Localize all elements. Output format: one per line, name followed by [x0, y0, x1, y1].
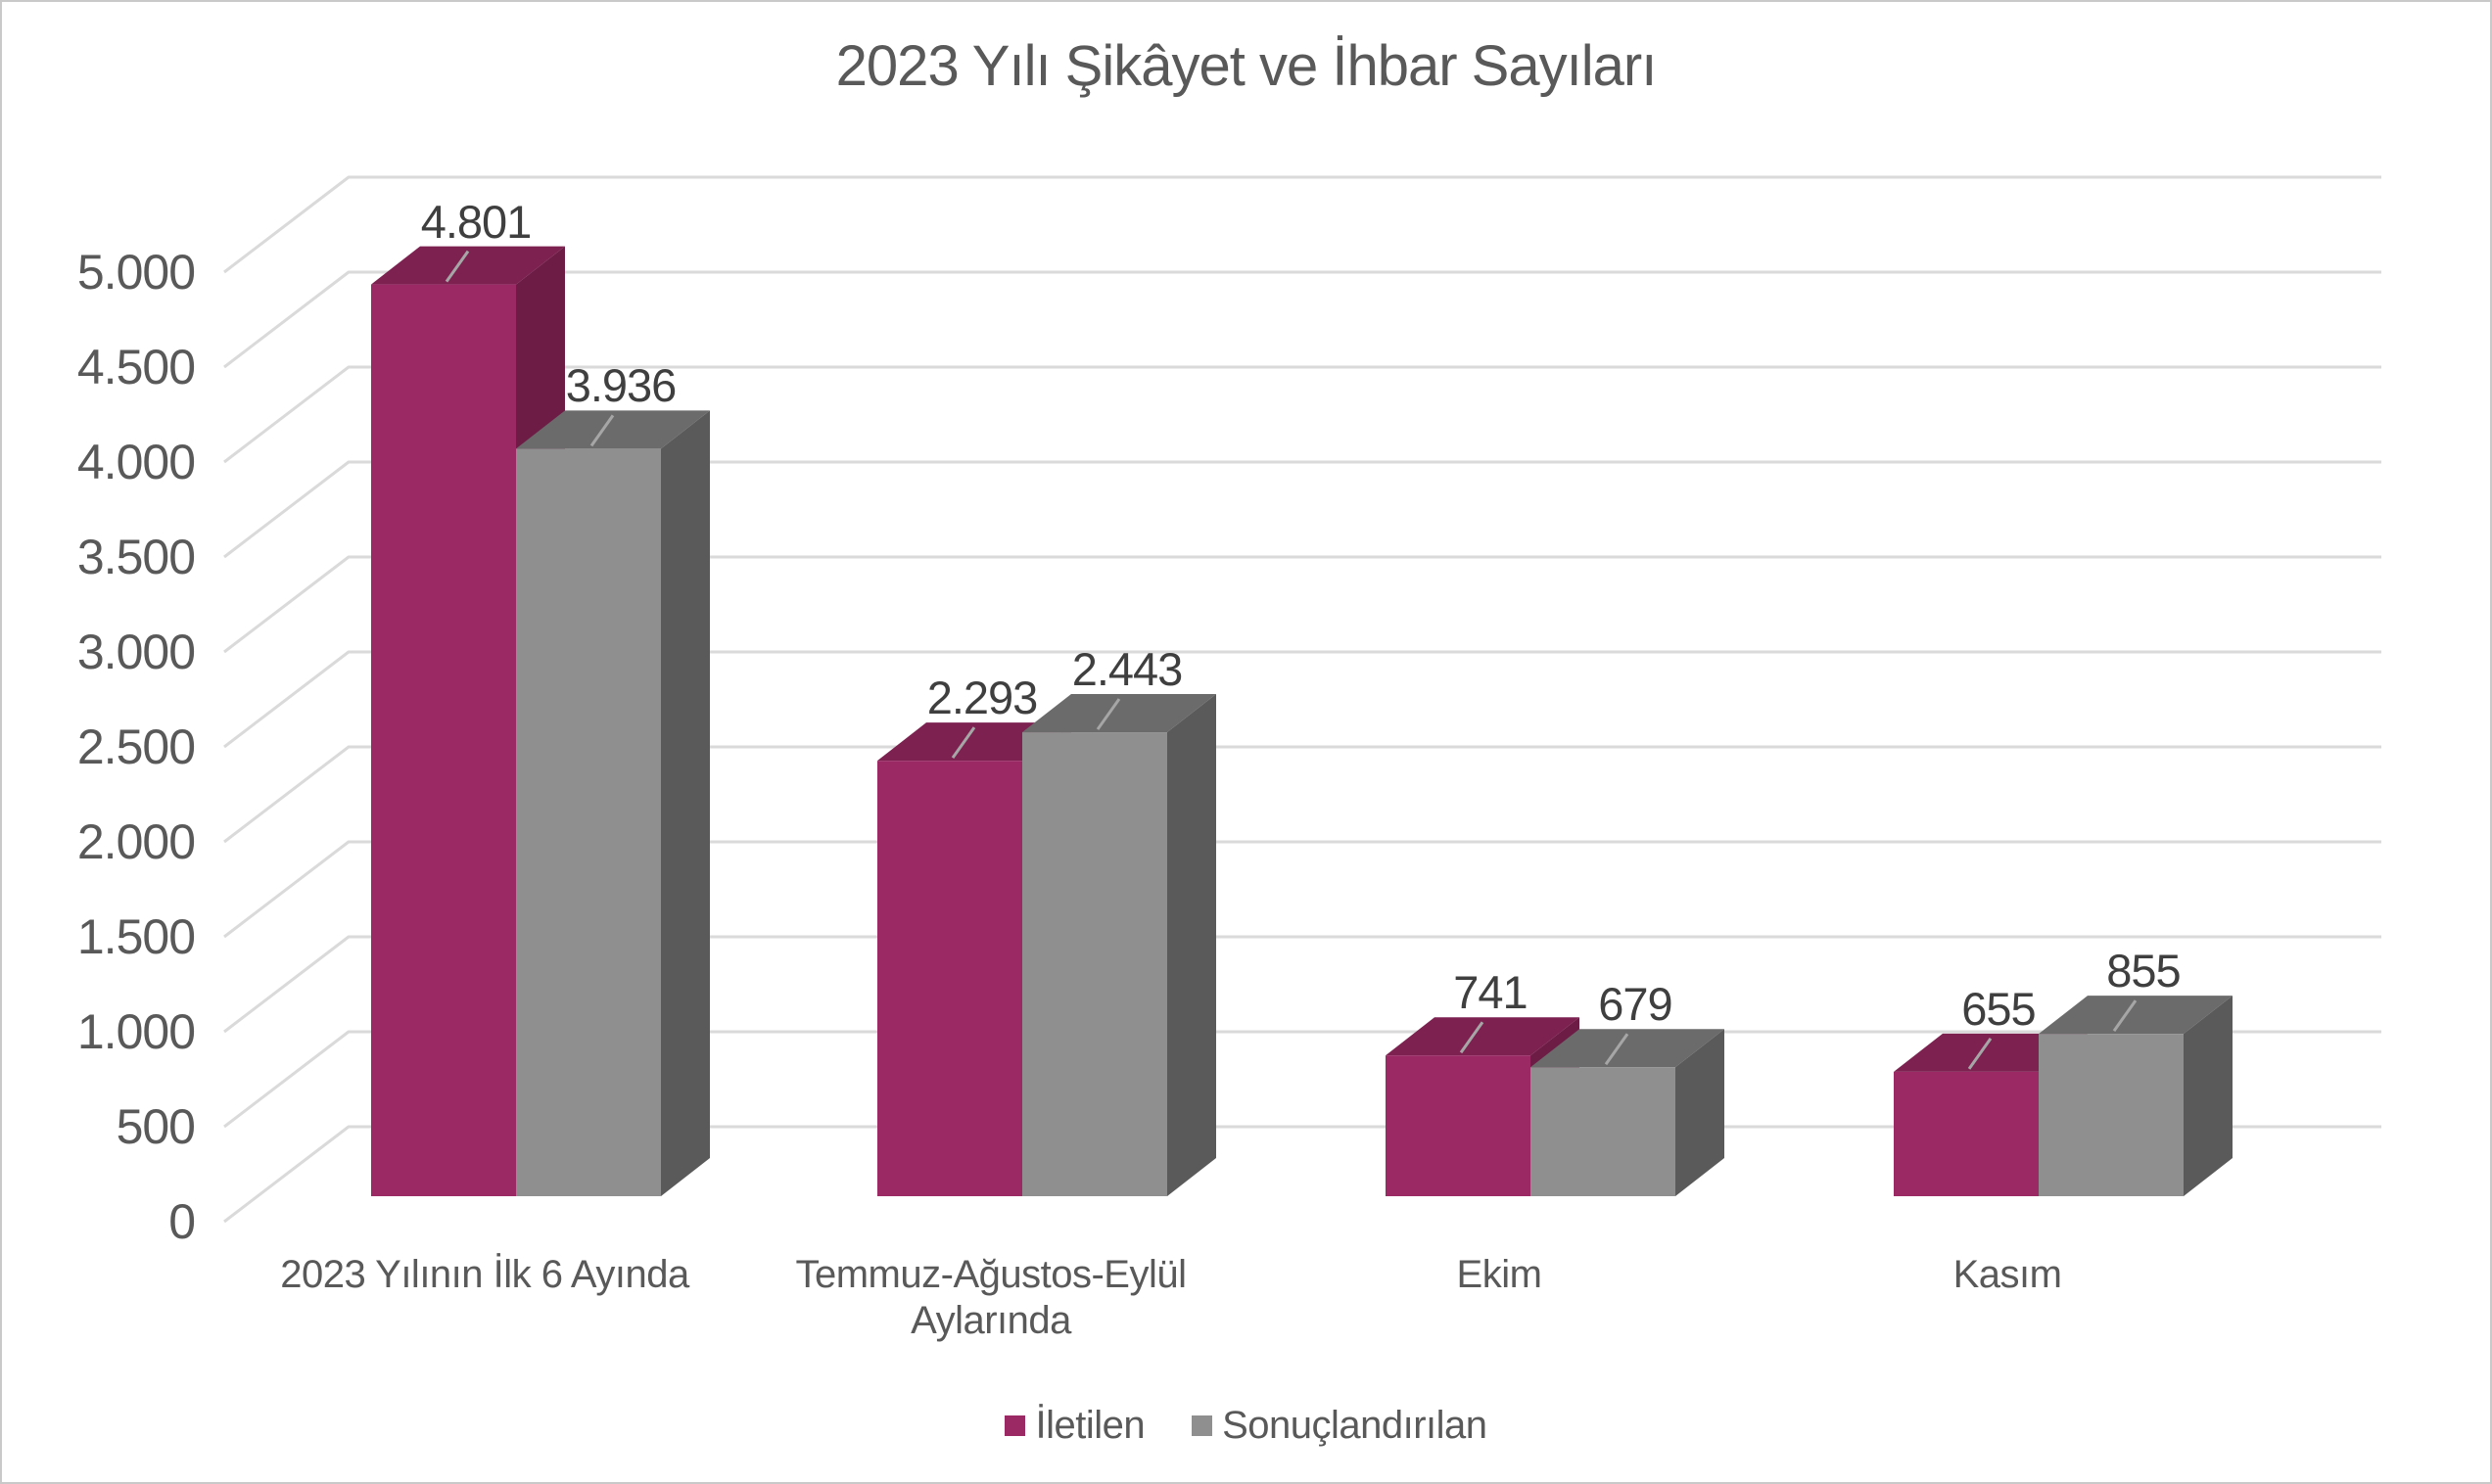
bar-front-face-0-2 — [1386, 1055, 1530, 1196]
y-axis-tick-label: 3.500 — [76, 530, 196, 584]
gridline — [223, 175, 2381, 274]
legend-item-sonuclandirilan: Sonuçlandırılan — [1192, 1404, 1487, 1447]
chart-title: 2023 Yılı Şikâyet ve İhbar Sayıları — [835, 34, 1658, 98]
bar-side-face-1-3 — [2184, 996, 2233, 1196]
data-label-leader-line — [445, 250, 470, 283]
gridline — [223, 745, 2381, 844]
bar-top-face-0-2 — [1386, 1017, 1579, 1056]
bar-top-face-0-0 — [371, 246, 565, 285]
bar-front-face-1-1 — [1022, 732, 1167, 1196]
category-label-line: Aylarında — [911, 1299, 1071, 1342]
bar-front-face-1-2 — [1530, 1067, 1675, 1196]
data-label-leader-line — [1096, 698, 1121, 730]
category-label-line: Temmuz-Ağustos-Eylül — [795, 1253, 1187, 1296]
data-label-leader-line — [1604, 1033, 1629, 1066]
legend-item-iletilen: İletilen — [1005, 1404, 1146, 1447]
gridline — [223, 365, 2381, 464]
bar-side-face-1-2 — [1675, 1029, 1724, 1196]
y-axis-tick-label: 3.000 — [76, 625, 196, 679]
data-label-leader-line — [1967, 1038, 1993, 1070]
data-label-leader-line — [589, 414, 615, 447]
legend-swatch-iletilen — [1005, 1414, 1026, 1436]
legend-swatch-sonuclandirilan — [1192, 1414, 1213, 1436]
category-label-line: Ekim — [1456, 1253, 1542, 1296]
bar-side-face-1-1 — [1167, 694, 1216, 1196]
bar-side-face-1-0 — [661, 410, 710, 1196]
gridline — [223, 555, 2381, 654]
y-axis-tick-label: 4.500 — [76, 340, 196, 394]
data-label: 3.936 — [565, 359, 678, 412]
bar-front-face-0-3 — [1894, 1071, 2039, 1196]
bar-front-face-1-0 — [516, 448, 661, 1196]
data-label: 679 — [1598, 978, 1672, 1031]
category-label: Kasım — [1753, 1252, 2262, 1298]
category-label: 2023 Yılının İlk 6 Ayında — [230, 1252, 739, 1298]
category-label-line: 2023 Yılının İlk 6 Ayında — [280, 1253, 689, 1296]
y-axis-tick-label: 2.500 — [76, 719, 196, 774]
data-label: 655 — [1961, 982, 2036, 1035]
bar-top-face-1-1 — [1022, 694, 1216, 733]
data-label-leader-line — [1459, 1021, 1484, 1054]
bar-top-face-1-3 — [2039, 996, 2233, 1035]
legend-label-iletilen: İletilen — [1035, 1404, 1146, 1447]
bar-front-face-1-3 — [2039, 1034, 2184, 1196]
legend-label-sonuclandirilan: Sonuçlandırılan — [1222, 1404, 1487, 1447]
y-axis-tick-label: 2.000 — [76, 814, 196, 869]
y-axis-tick-label: 1.500 — [76, 909, 196, 964]
legend: İletilen Sonuçlandırılan — [2, 1404, 2490, 1447]
gridline — [223, 270, 2381, 369]
y-axis-tick-label: 5.000 — [76, 245, 196, 300]
gridline — [223, 650, 2381, 749]
bar-front-face-0-0 — [371, 284, 516, 1197]
data-label-leader-line — [951, 726, 976, 760]
y-axis-tick-label: 0 — [168, 1194, 196, 1249]
category-label: Ekim — [1245, 1252, 1754, 1298]
bar-top-face-1-2 — [1530, 1029, 1724, 1068]
category-label: Temmuz-Ağustos-Eylül Aylarında — [736, 1252, 1246, 1344]
data-label-leader-line — [2112, 999, 2138, 1032]
data-label: 2.293 — [926, 672, 1039, 724]
y-axis-tick-label: 4.000 — [76, 435, 196, 489]
gridline — [223, 460, 2381, 559]
y-axis-tick-label: 500 — [116, 1099, 196, 1154]
gridline — [223, 935, 2381, 1034]
data-label: 741 — [1453, 966, 1528, 1019]
category-label-line: Kasım — [1952, 1253, 2062, 1296]
bar-front-face-0-1 — [877, 761, 1022, 1196]
data-label: 4.801 — [420, 195, 533, 248]
data-label: 855 — [2106, 945, 2181, 997]
y-axis-tick-label: 1.000 — [76, 1004, 196, 1059]
bar-top-face-1-0 — [516, 410, 710, 449]
data-label: 2.443 — [1071, 643, 1184, 696]
gridline — [223, 840, 2381, 939]
